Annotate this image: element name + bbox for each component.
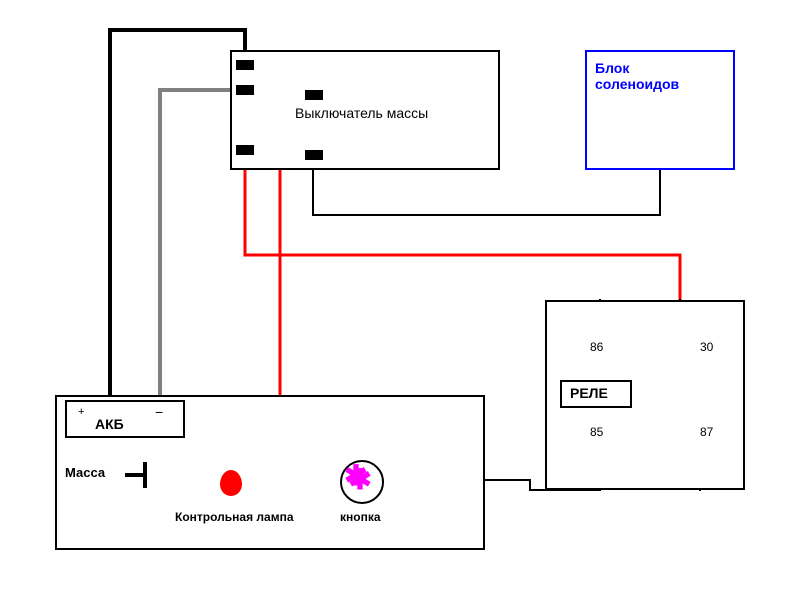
battery-minus: − [155,404,163,420]
solenoid-block-label: Блок соленоидов [595,60,679,92]
diagram-stage: Выключатель массы Блок соленоидов + − АК… [0,0,800,600]
pin-87-label: 87 [700,425,713,439]
battery-label: АКБ [95,416,124,432]
terminal [236,145,254,155]
control-lamp-label: Контрольная лампа [175,510,294,524]
terminal [305,150,323,160]
battery-plus: + [78,406,84,418]
terminal [236,85,254,95]
ground-bar [143,462,147,488]
pin-86-label: 86 [590,340,603,354]
pin-85-label: 85 [590,425,603,439]
button-label: кнопка [340,510,381,524]
ground-label: Масса [65,465,105,480]
mass-switch-label: Выключатель массы [295,105,428,121]
control-lamp-icon [220,470,242,496]
ground-hstem [125,473,145,477]
button-glyph-2: ✱ [344,462,367,490]
terminal [305,90,323,100]
pin-30-label: 30 [700,340,713,354]
terminal [236,60,254,70]
relay-label: РЕЛЕ [570,385,608,401]
